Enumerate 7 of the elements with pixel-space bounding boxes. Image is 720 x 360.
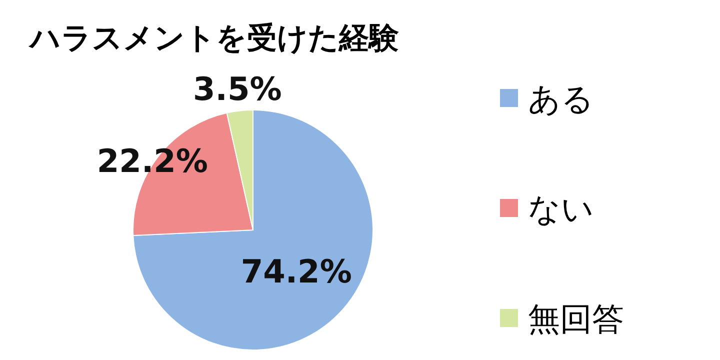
data-label: 74.2% bbox=[240, 252, 352, 290]
legend-label: ない bbox=[528, 190, 594, 228]
legend-label: 無回答 bbox=[528, 300, 624, 338]
legend-label: ある bbox=[528, 80, 594, 118]
data-label: 22.2% bbox=[96, 142, 208, 180]
chart-title: ハラスメントを受けた経験 bbox=[28, 21, 399, 56]
data-label: 3.5% bbox=[193, 70, 282, 108]
